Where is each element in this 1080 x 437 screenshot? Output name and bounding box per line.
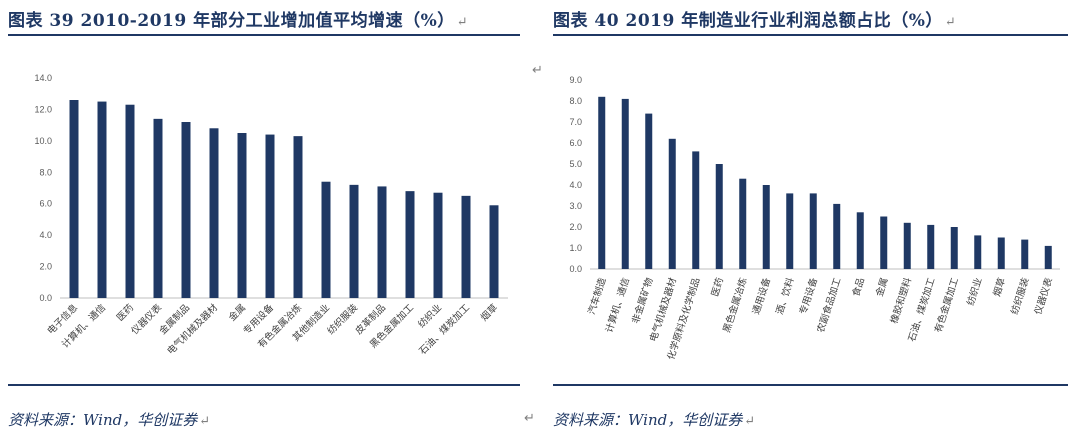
- right-category-label: 烟草: [991, 276, 1008, 298]
- left-y-tick-label: 10.0: [34, 136, 52, 146]
- left-y-tick-label: 8.0: [39, 167, 52, 177]
- right-y-tick-label: 5.0: [569, 159, 582, 169]
- right-source-text: 资料来源：Wind，华创证券: [553, 411, 743, 429]
- left-category-label: 烟草: [478, 302, 500, 324]
- right-y-tick-label: 3.0: [569, 201, 582, 211]
- return-mark-icon: ↵: [524, 411, 535, 426]
- right-bar: [1044, 245, 1052, 269]
- left-y-tick-label: 12.0: [34, 104, 52, 114]
- right-category-label: 金属: [873, 276, 890, 298]
- left-bar: [433, 192, 443, 298]
- right-category-label: 黑色金属冶炼: [721, 276, 750, 334]
- right-bar: [692, 151, 700, 269]
- left-figure-title: 图表 39 2010-2019 年部分工业增加值平均增速（%） ↵: [8, 6, 468, 31]
- left-figure-title-text: 图表 39 2010-2019 年部分工业增加值平均增速（%）: [8, 11, 455, 31]
- right-bottom-rule: [553, 384, 1068, 386]
- return-mark-icon: ↵: [456, 15, 469, 30]
- right-category-label: 医药: [710, 277, 726, 298]
- right-bar: [739, 178, 747, 269]
- right-bar: [974, 235, 982, 269]
- right-top-rule: [553, 34, 1068, 36]
- left-top-rule: [8, 34, 520, 36]
- right-category-label: 纺织服装: [1008, 276, 1031, 316]
- right-bar: [715, 164, 723, 269]
- right-bar: [997, 237, 1005, 269]
- right-category-label: 专用设备: [797, 276, 820, 316]
- right-bar: [880, 216, 888, 269]
- left-bar: [461, 195, 471, 298]
- right-category-label: 非金属矿物: [630, 276, 656, 325]
- right-y-tick-label: 6.0: [569, 138, 582, 148]
- return-mark-icon: ↵: [199, 414, 211, 429]
- right-category-label: 仪器仪表: [1032, 276, 1055, 316]
- right-category-label: 食品: [850, 276, 867, 298]
- left-figure-panel: 图表 39 2010-2019 年部分工业增加值平均增速（%） ↵ 0.0 2.0 4…: [0, 0, 530, 437]
- right-bar: [598, 96, 606, 269]
- left-bar: [321, 181, 331, 298]
- left-y-tick-label: 0.0: [39, 293, 52, 303]
- left-bar: [125, 104, 135, 298]
- right-category-label: 计算机、通信: [603, 276, 632, 334]
- right-bar: [950, 227, 958, 269]
- right-bar: [1021, 239, 1029, 269]
- right-bar: [621, 98, 629, 270]
- left-bar: [265, 134, 275, 298]
- left-source-note: 资料来源：Wind，华创证券 ↵: [8, 409, 210, 430]
- left-category-label: 金属: [226, 302, 248, 324]
- left-category-label: 医药: [115, 302, 136, 323]
- left-bar: [69, 100, 79, 298]
- right-y-tick-label: 2.0: [569, 222, 582, 232]
- right-bar: [927, 224, 935, 269]
- right-category-label: 农副食品加工: [815, 276, 844, 334]
- right-y-tick-label: 4.0: [569, 180, 582, 190]
- right-y-tick-label: 7.0: [569, 117, 582, 127]
- right-source-note: 资料来源：Wind，华创证券 ↵: [553, 409, 755, 430]
- right-figure-title: 图表 40 2019 年制造业行业利润总额占比（%） ↵: [553, 6, 956, 31]
- right-bar-chart: 0.0 1.0 2.0 3.0 4.0 5.0 6.0 7.0 8.0 9.0 汽车制造计算机、通信…: [569, 75, 1060, 361]
- right-bar: [645, 113, 653, 269]
- left-bar: [181, 122, 191, 298]
- right-bar: [903, 222, 911, 269]
- left-bar: [153, 118, 163, 298]
- left-bar: [405, 191, 415, 298]
- right-bar: [762, 185, 770, 269]
- right-figure-panel: 图表 40 2019 年制造业行业利润总额占比（%） ↵ ↵ 0.0 1.0 2.0 3…: [532, 0, 1080, 437]
- right-bar: [833, 203, 841, 269]
- right-category-label: 有色金属加工: [932, 276, 961, 334]
- right-category-label: 通用设备: [750, 276, 773, 316]
- right-bar: [786, 193, 794, 269]
- right-category-label: 纺织业: [964, 276, 984, 307]
- return-mark-icon: ↵: [744, 414, 756, 429]
- left-bar: [349, 184, 359, 298]
- right-figure-title-text: 图表 40 2019 年制造业行业利润总额占比（%）: [553, 11, 943, 31]
- right-category-label: 酒、饮料: [773, 276, 796, 316]
- left-y-tick-label: 6.0: [39, 199, 52, 209]
- right-bar: [809, 193, 817, 269]
- left-y-tick-label: 14.0: [34, 73, 52, 83]
- right-y-tick-label: 9.0: [569, 75, 582, 85]
- left-bar: [377, 186, 387, 298]
- left-y-tick-label: 2.0: [39, 262, 52, 272]
- left-bar: [97, 101, 107, 298]
- right-category-label: 汽车制造: [585, 276, 608, 316]
- right-bar: [668, 138, 676, 269]
- right-y-tick-label: 0.0: [569, 264, 582, 274]
- right-y-tick-label: 1.0: [569, 243, 582, 253]
- left-source-text: 资料来源：Wind，华创证券: [8, 411, 198, 429]
- right-category-label: 橡胶和塑料: [888, 276, 914, 325]
- return-mark-icon: ↵: [944, 15, 957, 30]
- right-y-tick-label: 8.0: [569, 96, 582, 106]
- left-bottom-rule: [8, 384, 520, 386]
- left-bar: [489, 205, 499, 298]
- left-bar: [237, 133, 247, 298]
- left-bar: [209, 128, 219, 298]
- left-bar: [293, 136, 303, 298]
- return-mark-icon: ↵: [532, 63, 543, 78]
- right-bar: [856, 212, 864, 269]
- left-y-tick-label: 4.0: [39, 230, 52, 240]
